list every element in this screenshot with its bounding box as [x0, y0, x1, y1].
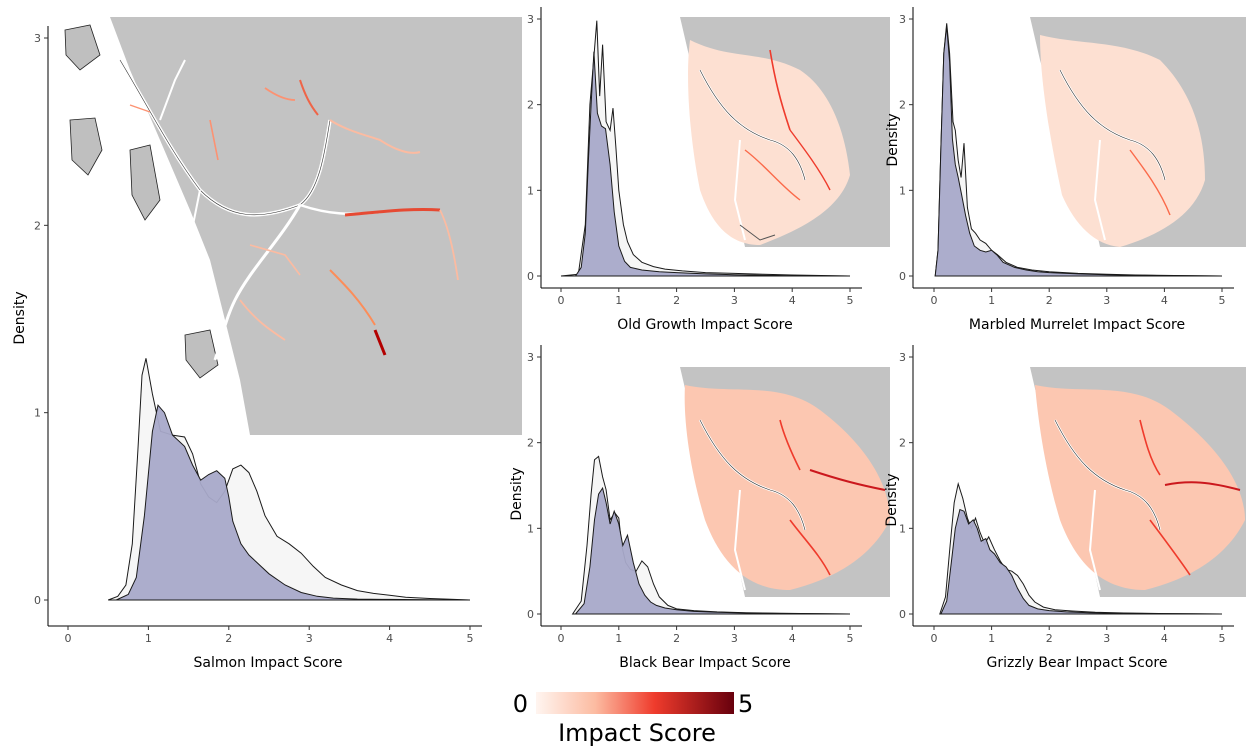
marbled-murrelet-y-tick-label: 2: [899, 99, 906, 112]
salmon-y-tick-label: 2: [34, 219, 41, 232]
map-inset-marbled-murrelet: [980, 17, 1246, 247]
old-growth-y-tick-label: 2: [527, 99, 534, 112]
salmon-density-series-1: [115, 404, 471, 601]
old-growth-x-tick-label: 2: [673, 294, 680, 307]
marbled-murrelet-x-tick-label: 1: [988, 294, 995, 307]
salmon-y-axis-label: Density: [12, 291, 28, 344]
marbled-murrelet-y-tick-label: 0: [899, 270, 906, 283]
grizzly-bear-density-series-1: [940, 508, 1223, 615]
black-bear-x-tick-label: 2: [673, 632, 680, 645]
panel-grizzly-bear: 0 1 2 3 4 5 0 1 2 3 Grizzly Bear Impact Score Densi…: [884, 345, 1246, 671]
marbled-murrelet-x-tick-label: 2: [1046, 294, 1053, 307]
color-legend: 0 5 Impact Score: [513, 690, 754, 747]
old-growth-y-tick-label: 0: [527, 270, 534, 283]
salmon-x-tick-label: 3: [306, 632, 313, 645]
marbled-murrelet-x-tick-label: 4: [1161, 294, 1168, 307]
salmon-x-tick-label: 2: [225, 632, 232, 645]
black-bear-x-tick-label: 5: [847, 632, 854, 645]
grizzly-bear-x-tick-label: 4: [1161, 632, 1168, 645]
grizzly-bear-x-tick-label: 2: [1046, 632, 1053, 645]
salmon-x-tick-label: 4: [386, 632, 393, 645]
panel-salmon: 0 1 2 3 4 5 0 1 2 3 Salmon Impact Score Density: [12, 17, 522, 671]
salmon-x-tick-label: 1: [145, 632, 152, 645]
legend-min-label: 0: [513, 690, 528, 718]
black-bear-x-axis-label: Black Bear Impact Score: [619, 655, 790, 671]
map-inset-salmon: [62, 17, 522, 435]
marbled-murrelet-x-tick-label: 3: [1103, 294, 1110, 307]
grizzly-bear-x-tick-label: 0: [931, 632, 938, 645]
old-growth-x-tick-label: 3: [731, 294, 738, 307]
black-bear-x-tick-label: 3: [731, 632, 738, 645]
grizzly-bear-x-axis-label: Grizzly Bear Impact Score: [987, 655, 1168, 671]
marbled-murrelet-y-tick-label: 3: [899, 13, 906, 26]
legend-max-label: 5: [738, 690, 753, 718]
panel-black-bear: 0 1 2 3 4 5 0 1 2 3 Black Bear Impact Score Density: [509, 345, 890, 671]
marbled-murrelet-x-tick-label: 5: [1219, 294, 1226, 307]
grizzly-bear-y-tick-label: 3: [899, 351, 906, 364]
marbled-murrelet-x-axis-label: Marbled Murrelet Impact Score: [969, 317, 1185, 333]
old-growth-density-series-1: [574, 51, 851, 277]
grizzly-bear-y-tick-label: 2: [899, 437, 906, 450]
old-growth-x-tick-label: 5: [847, 294, 854, 307]
black-bear-y-tick-label: 1: [527, 522, 534, 535]
salmon-y-tick-label: 3: [34, 32, 41, 45]
black-bear-y-tick-label: 0: [527, 608, 534, 621]
black-bear-density-series-1: [574, 486, 851, 615]
grizzly-bear-x-tick-label: 5: [1219, 632, 1226, 645]
panel-marbled-murrelet: 0 1 2 3 4 5 0 1 2 3 Marbled Murrelet Impact Score D…: [885, 7, 1246, 333]
old-growth-x-tick-label: 0: [558, 294, 565, 307]
salmon-x-axis-label: Salmon Impact Score: [194, 655, 343, 671]
grizzly-bear-y-axis-label: Density: [884, 473, 900, 526]
grizzly-bear-y-tick-label: 1: [899, 522, 906, 535]
marbled-murrelet-x-tick-label: 0: [931, 294, 938, 307]
black-bear-x-tick-label: 1: [615, 632, 622, 645]
marbled-murrelet-y-axis-label: Density: [885, 113, 901, 166]
salmon-y-tick-label: 0: [34, 594, 41, 607]
map-inset-grizzly-bear: [980, 367, 1246, 597]
black-bear-y-tick-label: 3: [527, 351, 534, 364]
old-growth-x-axis-label: Old Growth Impact Score: [617, 317, 792, 333]
black-bear-x-tick-label: 4: [789, 632, 796, 645]
panel-old-growth: 0 1 2 3 4 5 0 1 2 3 Old Growth Impact Score: [527, 7, 890, 333]
grizzly-bear-x-tick-label: 1: [988, 632, 995, 645]
grizzly-bear-y-tick-label: 0: [899, 608, 906, 621]
salmon-y-tick-label: 1: [34, 407, 41, 420]
black-bear-x-tick-label: 0: [558, 632, 565, 645]
salmon-x-tick-label: 5: [467, 632, 474, 645]
black-bear-y-axis-label: Density: [509, 467, 525, 520]
map-inset-black-bear: [624, 367, 890, 597]
legend-color-bar: [536, 692, 734, 714]
salmon-x-tick-label: 0: [65, 632, 72, 645]
old-growth-x-tick-label: 1: [615, 294, 622, 307]
legend-title: Impact Score: [558, 719, 716, 747]
map-inset-old-growth: [624, 17, 890, 247]
marbled-murrelet-y-tick-label: 1: [899, 184, 906, 197]
grizzly-bear-x-tick-label: 3: [1103, 632, 1110, 645]
black-bear-y-tick-label: 2: [527, 437, 534, 450]
old-growth-y-tick-label: 3: [527, 13, 534, 26]
old-growth-y-tick-label: 1: [527, 184, 534, 197]
marbled-murrelet-density-series-1: [934, 25, 1223, 277]
old-growth-x-tick-label: 4: [789, 294, 796, 307]
